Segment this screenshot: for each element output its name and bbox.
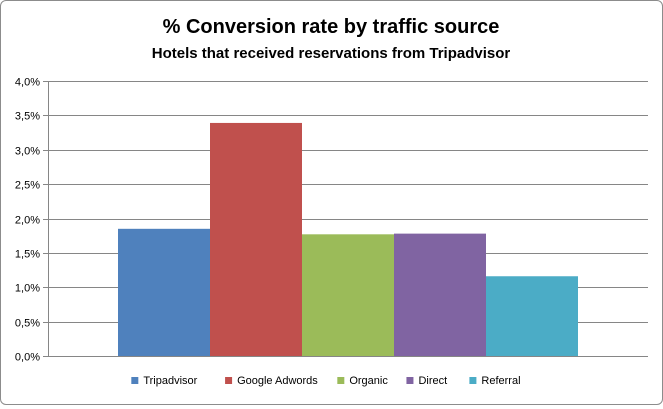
bar-google-adwords: [210, 122, 302, 356]
bar-direct: [394, 233, 486, 356]
chart-subtitle: Hotels that received reservations from T…: [152, 45, 511, 62]
y-tick-label: 1,0%: [15, 283, 40, 295]
chart-title: % Conversion rate by traffic source: [163, 16, 500, 38]
legend-swatch: [469, 377, 477, 384]
legend-swatch: [337, 377, 345, 384]
bar-referral: [486, 276, 578, 356]
y-tick-label: 0,0%: [15, 352, 40, 364]
legend: Tripadvisor Google Adwords Organic Direct Re…: [131, 375, 521, 387]
legend-label: Tripadvisor: [143, 375, 197, 387]
legend-label: Google Adwords: [237, 375, 318, 387]
bar-organic: [302, 234, 394, 356]
y-tick-label: 3,0%: [15, 146, 40, 158]
y-tick-label: 4,0%: [15, 77, 40, 89]
y-tick-label: 2,5%: [15, 180, 40, 192]
y-tick-label: 1,5%: [15, 249, 40, 261]
legend-swatch: [225, 377, 233, 384]
y-axis-tick-labels: 0,0% 0,5% 1,0% 1,5% 2,0% 2,5% 3,0% 3,5% 4,0%: [15, 77, 40, 364]
legend-label: Direct: [418, 375, 447, 387]
legend-label: Organic: [349, 375, 388, 387]
bars: [118, 122, 578, 356]
bar-tripadvisor: [118, 228, 210, 356]
y-tick-label: 3,5%: [15, 111, 40, 123]
y-tick-label: 2,0%: [15, 215, 40, 227]
legend-swatch: [131, 377, 139, 384]
y-tick-label: 0,5%: [15, 318, 40, 330]
legend-label: Referral: [481, 375, 520, 387]
legend-swatch: [406, 377, 414, 384]
axes: [43, 81, 648, 357]
